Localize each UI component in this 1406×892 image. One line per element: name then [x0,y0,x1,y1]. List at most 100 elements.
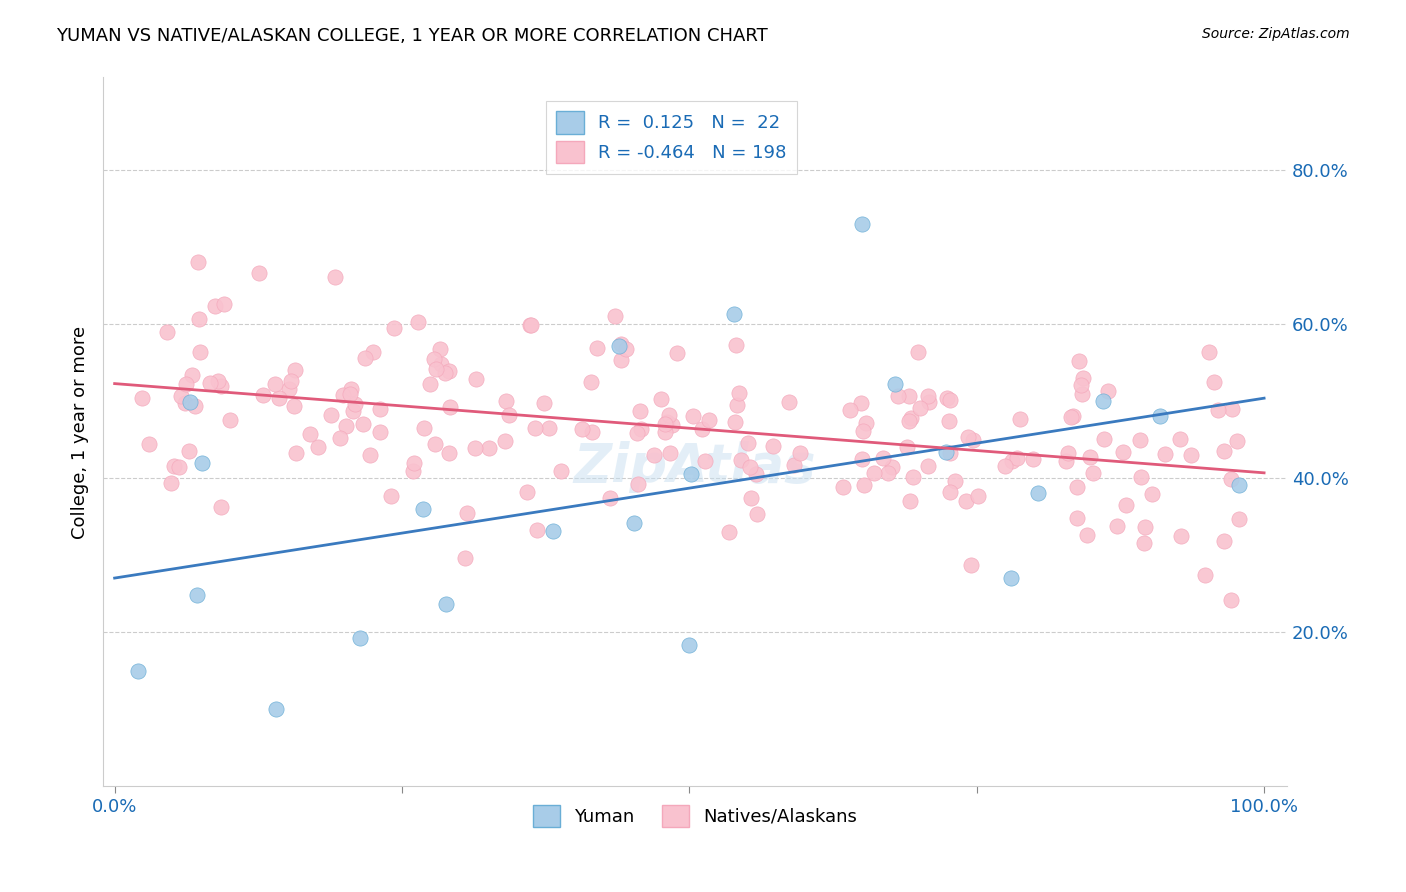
Point [678,639,700,653]
Point [1227,477,1250,491]
Point [342,404,364,418]
Point [339,386,361,401]
Point [191,456,214,470]
Point [319,409,342,423]
Point [665,346,688,360]
Point [325,269,347,284]
Point [1000,454,1022,468]
Point [896,440,918,454]
Point [284,363,307,377]
Point [433,366,456,380]
Point [832,480,855,494]
Point [247,266,270,280]
Point [1115,498,1137,512]
Point [1227,512,1250,526]
Point [174,377,197,392]
Point [962,434,984,448]
Point [429,357,451,371]
Point [630,422,652,436]
Point [898,494,921,508]
Point [586,341,609,355]
Point [209,500,232,514]
Point [368,401,391,416]
Point [939,484,962,499]
Point [581,425,603,439]
Point [654,425,676,440]
Point [439,401,461,415]
Point [363,345,385,359]
Point [207,374,229,388]
Point [533,395,555,409]
Point [957,430,980,444]
Point [188,344,211,359]
Point [1202,375,1225,389]
Point [516,484,538,499]
Point [994,458,1017,473]
Point [1130,470,1153,484]
Point [1133,520,1156,534]
Point [679,467,702,481]
Point [1081,466,1104,480]
Point [789,446,811,460]
Point [695,454,717,468]
Point [1142,486,1164,500]
Point [1092,394,1115,409]
Point [419,376,441,391]
Point [723,307,745,321]
Point [1198,345,1220,359]
Point [740,459,762,474]
Point [849,396,872,410]
Point [429,342,451,356]
Point [437,364,460,378]
Point [188,312,211,326]
Point [658,408,681,422]
Point [900,410,922,425]
Point [907,345,929,359]
Point [454,551,477,566]
Point [610,352,633,367]
Point [1168,432,1191,446]
Point [204,299,226,313]
Point [783,458,806,473]
Point [335,418,357,433]
Point [1022,451,1045,466]
Point [880,460,903,475]
Point [1097,384,1119,398]
Point [654,417,676,431]
Point [402,456,425,470]
Point [730,453,752,467]
Point [1078,450,1101,464]
Point [1054,453,1077,467]
Point [1060,409,1083,424]
Point [170,389,193,403]
Point [718,524,741,539]
Point [1005,451,1028,466]
Point [344,397,367,411]
Point [198,376,221,391]
Point [903,470,925,484]
Point [252,387,274,401]
Point [938,414,960,428]
Point [494,434,516,449]
Point [406,315,429,329]
Point [423,437,446,451]
Point [607,339,630,353]
Point [967,489,990,503]
Point [280,375,302,389]
Point [917,458,939,473]
Point [209,379,232,393]
Point [478,442,501,456]
Point [1028,485,1050,500]
Point [186,588,208,602]
Point [1070,386,1092,401]
Point [524,421,547,435]
Point [1129,433,1152,447]
Point [380,489,402,503]
Point [218,412,240,426]
Point [465,372,488,386]
Point [339,382,361,396]
Point [401,464,423,478]
Point [650,392,672,407]
Point [264,702,287,716]
Text: ZipAtlas: ZipAtlas [574,442,817,493]
